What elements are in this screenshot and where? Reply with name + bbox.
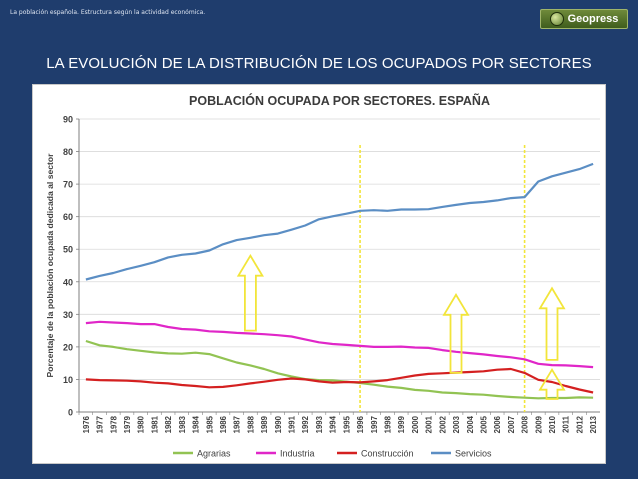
x-tick-label: 1980 <box>137 415 146 433</box>
y-tick-label: 10 <box>63 375 73 385</box>
up-arrow-icon <box>538 367 566 400</box>
legend-label: Servicios <box>455 449 492 459</box>
x-tick-label: 1993 <box>315 415 324 433</box>
x-tick-label: 2009 <box>534 415 543 433</box>
legend-label: Agrarias <box>197 449 231 459</box>
x-tick-label: 2003 <box>452 415 461 433</box>
line-chart: POBLACIÓN OCUPADA POR SECTORES. ESPAÑA01… <box>45 93 600 459</box>
x-tick-label: 1977 <box>96 416 105 433</box>
x-tick-label: 1994 <box>329 415 338 433</box>
x-tick-label: 2012 <box>575 415 584 433</box>
globe-icon <box>549 12 564 26</box>
chart-title: POBLACIÓN OCUPADA POR SECTORES. ESPAÑA <box>189 93 490 108</box>
geopress-logo[interactable]: Geopress <box>540 9 628 29</box>
series-line-industria <box>85 320 594 369</box>
series-line-construcción <box>85 367 594 394</box>
up-arrow-icon <box>236 253 264 332</box>
legend-label: Industria <box>280 449 315 459</box>
x-tick-label: 1984 <box>192 415 201 433</box>
x-tick-label: 1985 <box>205 415 214 433</box>
x-tick-label: 2008 <box>521 415 530 433</box>
y-tick-label: 70 <box>63 180 73 190</box>
x-tick-label: 1978 <box>109 415 118 433</box>
y-tick-label: 30 <box>63 310 73 320</box>
x-tick-label: 1997 <box>370 416 379 433</box>
y-tick-label: 40 <box>63 277 73 287</box>
x-tick-label: 2010 <box>548 415 557 433</box>
y-axis-label: Porcentaje de la población ocupada dedic… <box>45 153 55 378</box>
x-tick-label: 2000 <box>411 415 420 433</box>
x-tick-label: 1990 <box>274 415 283 433</box>
logo-text: Geopress <box>567 13 619 25</box>
breadcrumb: La población española. Estructura según … <box>10 9 206 16</box>
y-tick-label: 80 <box>63 147 73 157</box>
x-tick-label: 1983 <box>178 415 187 433</box>
y-tick-label: 50 <box>63 245 73 255</box>
series-line-servicios <box>85 162 594 281</box>
legend-label: Construcción <box>361 449 414 459</box>
x-tick-label: 2007 <box>507 416 516 433</box>
x-tick-label: 1981 <box>150 415 159 433</box>
x-tick-label: 2006 <box>493 415 502 433</box>
x-tick-label: 2002 <box>438 415 447 433</box>
x-tick-label: 1976 <box>82 415 91 433</box>
x-tick-label: 1982 <box>164 415 173 433</box>
chart-frame: POBLACIÓN OCUPADA POR SECTORES. ESPAÑA 0 1… <box>32 84 606 464</box>
up-arrow-icon <box>442 293 470 374</box>
x-tick-label: 1986 <box>219 415 228 433</box>
x-tick-label: 1979 <box>123 415 132 433</box>
x-tick-label: 1989 <box>260 415 269 433</box>
x-tick-label: 2011 <box>562 415 571 433</box>
x-tick-label: 1987 <box>233 416 242 433</box>
x-tick-label: 1998 <box>383 415 392 433</box>
x-tick-label: 1988 <box>246 415 255 433</box>
x-tick-label: 1991 <box>288 415 297 433</box>
x-tick-label: 1992 <box>301 415 310 433</box>
x-tick-label: 1999 <box>397 415 406 433</box>
up-arrow-icon <box>538 286 566 361</box>
slide-title: LA EVOLUCIÓN DE LA DISTRIBUCIÓN DE LOS O… <box>46 55 592 72</box>
x-tick-label: 1996 <box>356 415 365 433</box>
y-tick-label: 60 <box>63 212 73 222</box>
series-line-agrarias <box>85 339 594 400</box>
y-tick-label: 0 <box>68 408 73 418</box>
x-tick-label: 1995 <box>342 415 351 433</box>
x-tick-label: 2004 <box>466 415 475 433</box>
y-tick-label: 20 <box>63 342 73 352</box>
x-tick-label: 2005 <box>479 415 488 433</box>
y-tick-label: 90 <box>63 115 73 125</box>
x-tick-label: 2013 <box>589 415 598 433</box>
x-tick-label: 2001 <box>425 415 434 433</box>
